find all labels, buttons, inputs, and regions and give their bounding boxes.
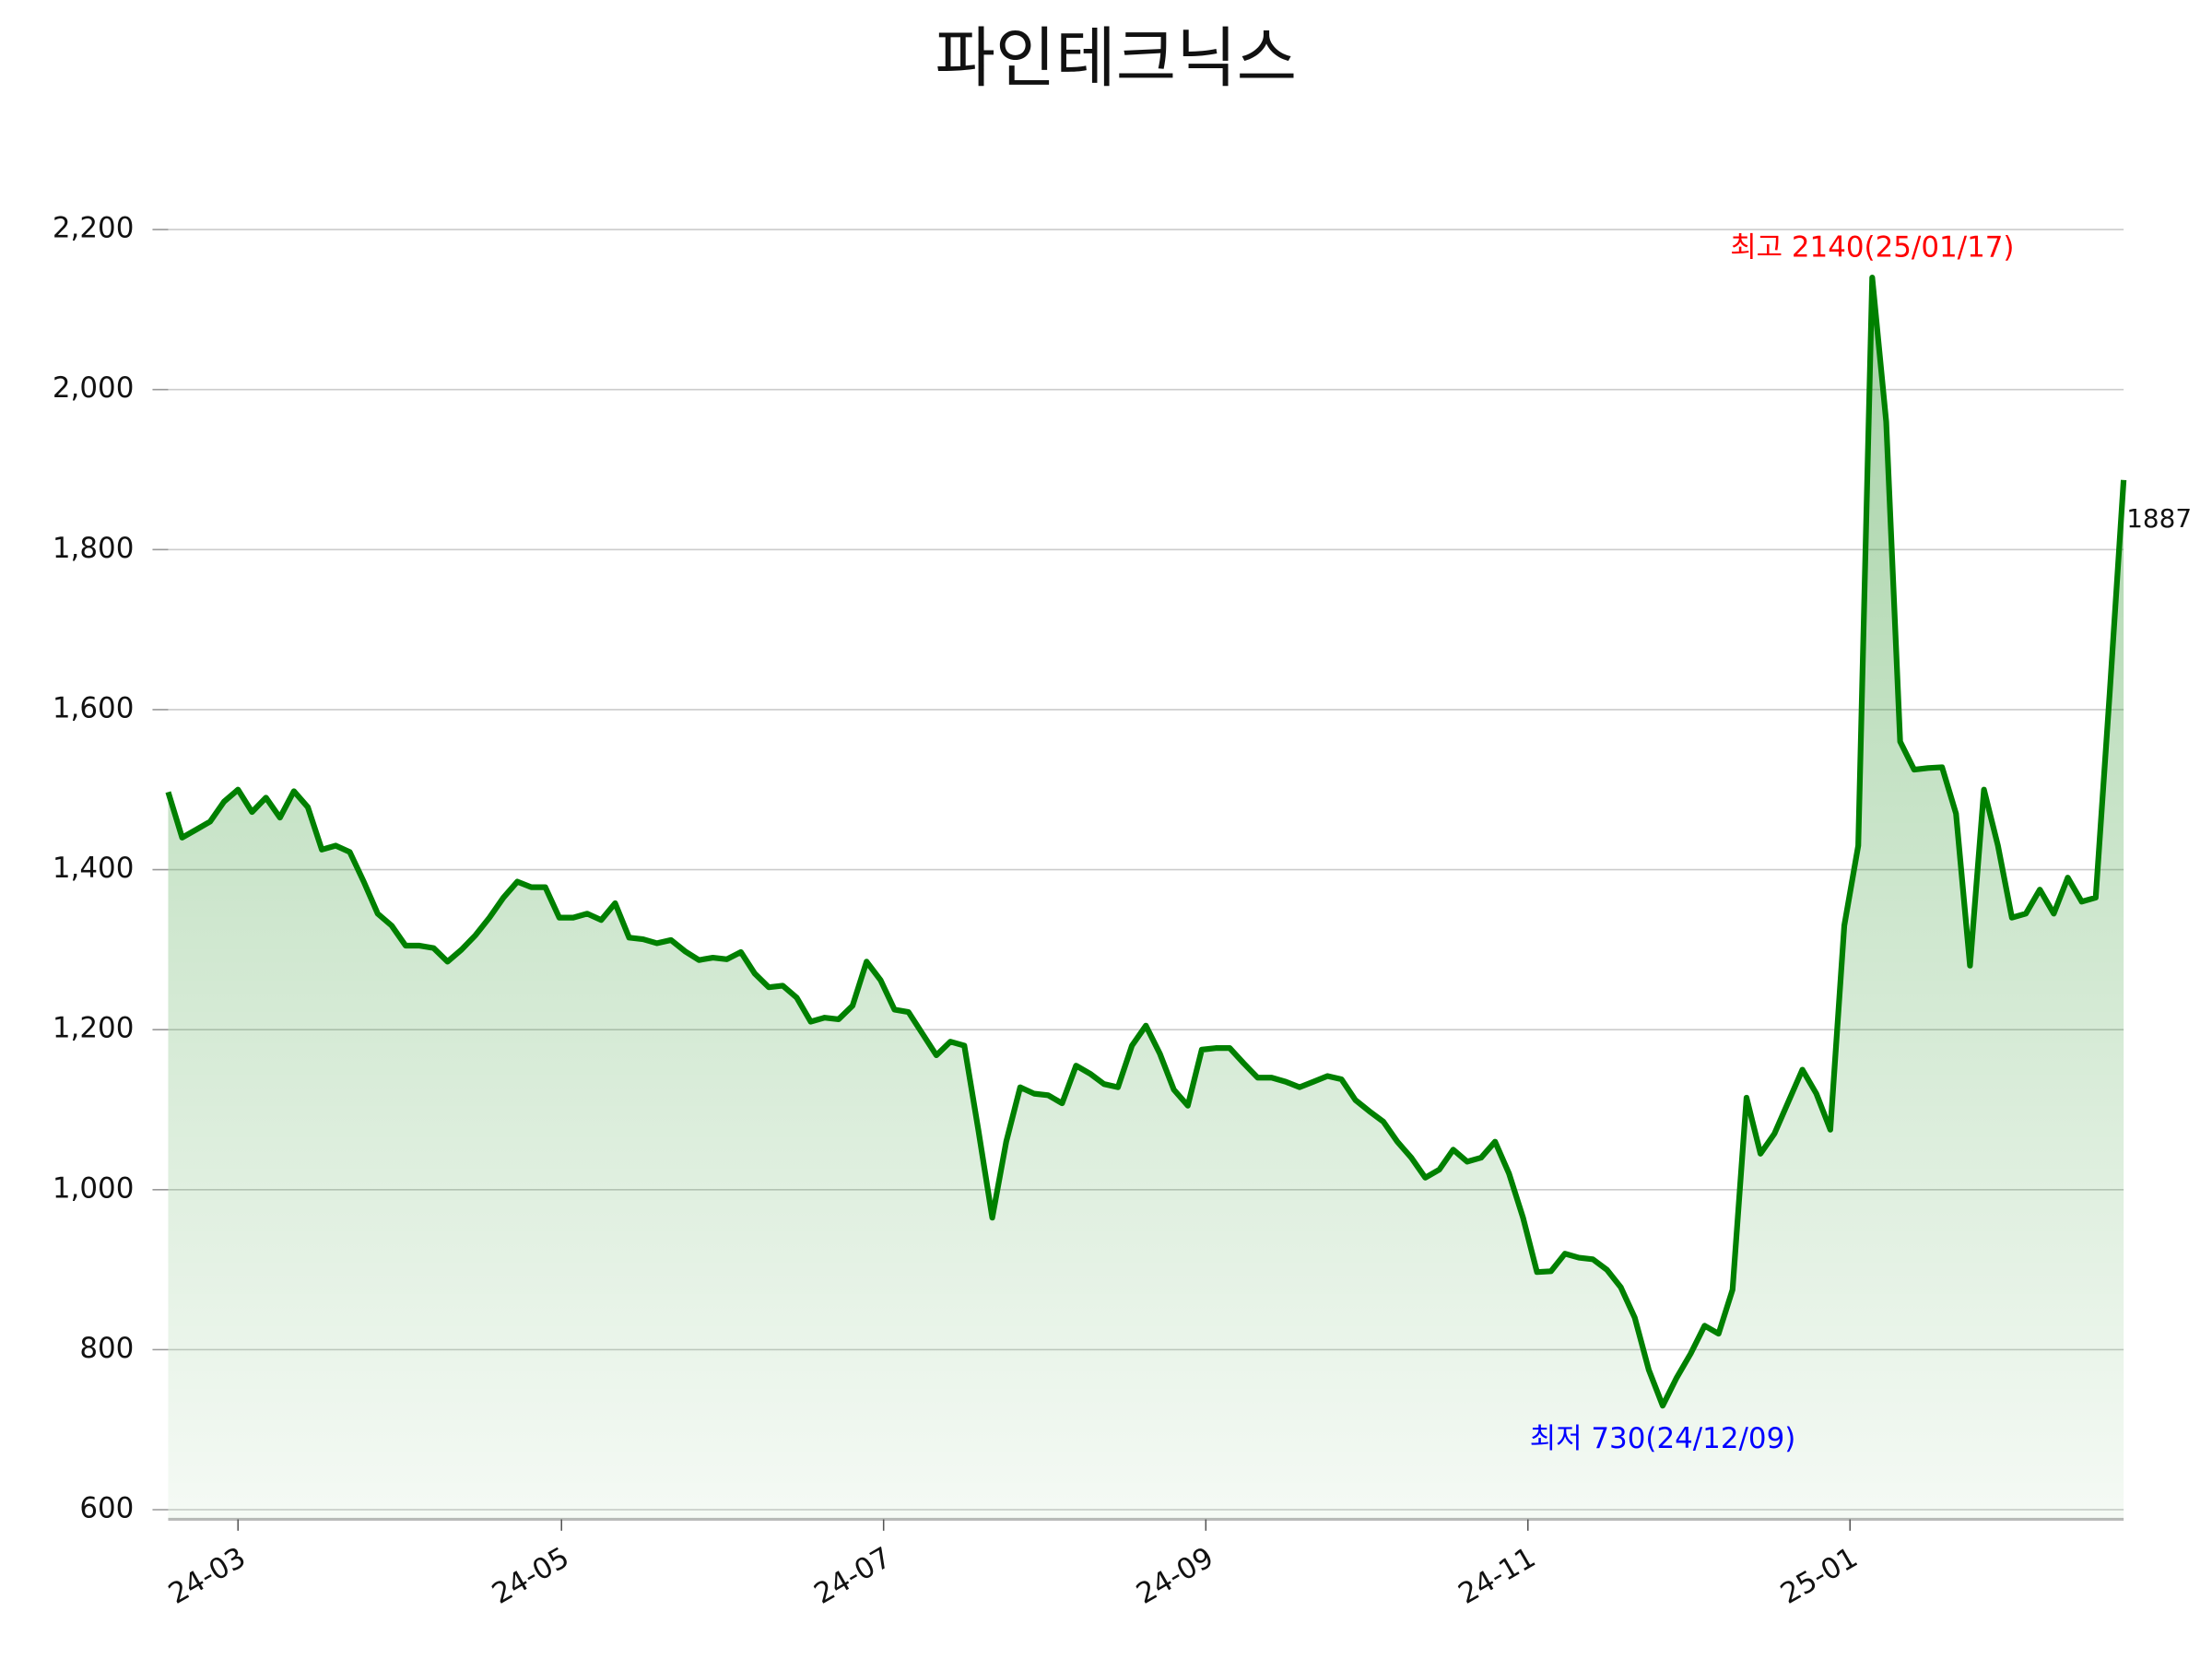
area bbox=[168, 277, 2124, 1520]
x-tick-label: 24-03 bbox=[163, 1541, 252, 1611]
min-annotation: 최저 730(24/12/09) bbox=[1530, 1422, 1796, 1455]
x-tick-label: 24-11 bbox=[1453, 1541, 1541, 1611]
x-tick-label: 24-09 bbox=[1131, 1541, 1219, 1611]
y-tick-label: 600 bbox=[79, 1492, 134, 1525]
y-tick-label: 2,200 bbox=[53, 212, 134, 245]
y-tick-label: 1,400 bbox=[53, 852, 134, 885]
y-tick-label: 800 bbox=[79, 1332, 134, 1365]
y-tick-label: 1,000 bbox=[53, 1171, 134, 1205]
x-tick-label: 25-01 bbox=[1775, 1541, 1864, 1611]
y-tick-label: 2,000 bbox=[53, 371, 134, 405]
price-line bbox=[165, 275, 2127, 1409]
y-tick-label: 1,200 bbox=[53, 1012, 134, 1045]
last-value-label: 1887 bbox=[2126, 503, 2192, 534]
chart-title: 파인테크닉스 bbox=[935, 20, 1298, 97]
y-tick-label: 1,800 bbox=[53, 532, 134, 565]
x-tick-label: 24-05 bbox=[487, 1541, 575, 1611]
x-tick-label: 24-07 bbox=[808, 1541, 897, 1611]
y-tick-label: 1,600 bbox=[53, 691, 134, 724]
max-annotation: 최고 2140(25/01/17) bbox=[1730, 231, 2014, 265]
